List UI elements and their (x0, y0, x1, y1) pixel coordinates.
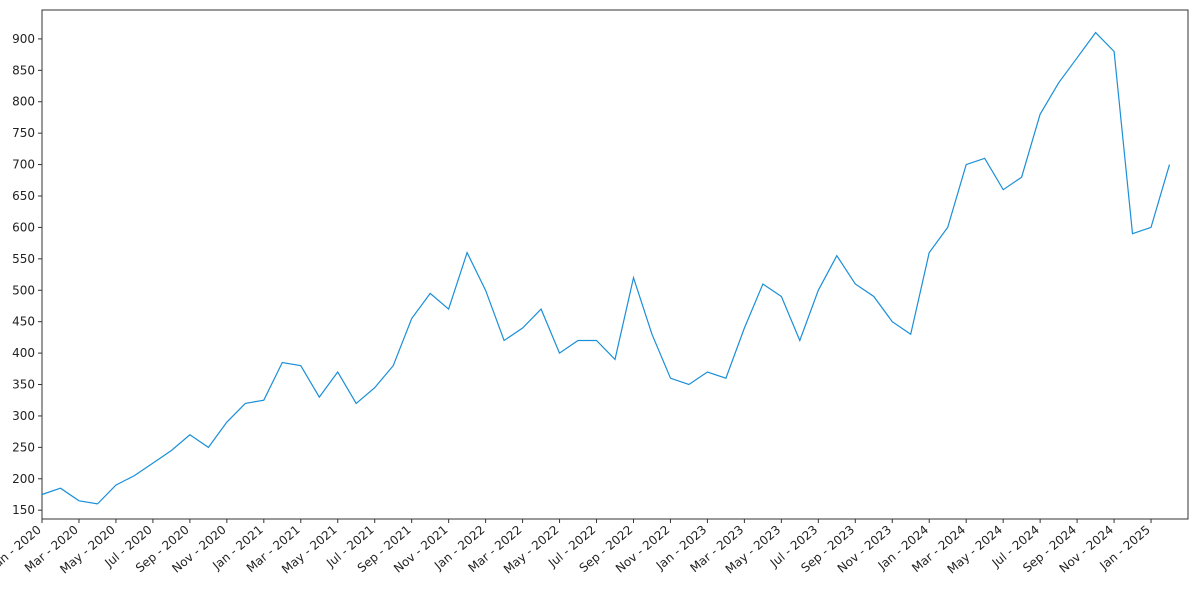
data-line (41, 31, 1171, 505)
y-tick-label: 500 (12, 283, 35, 297)
y-tick-label: 250 (12, 440, 35, 454)
y-tick-label: 400 (12, 346, 35, 360)
y-tick-label: 800 (12, 95, 35, 109)
plot-frame (41, 9, 1189, 520)
y-tick-label: 650 (12, 189, 35, 203)
y-tick-label: 350 (12, 378, 35, 392)
y-tick-label: 150 (12, 503, 35, 517)
y-tick-label: 200 (12, 472, 35, 486)
y-tick-label: 850 (12, 63, 35, 77)
y-tick-label: 550 (12, 252, 35, 266)
y-tick-label: 600 (12, 220, 35, 234)
y-tick-label: 750 (12, 126, 35, 140)
y-tick-label: 450 (12, 315, 35, 329)
y-tick-label: 900 (12, 32, 35, 46)
y-tick-label: 700 (12, 158, 35, 172)
y-tick-label: 300 (12, 409, 35, 423)
